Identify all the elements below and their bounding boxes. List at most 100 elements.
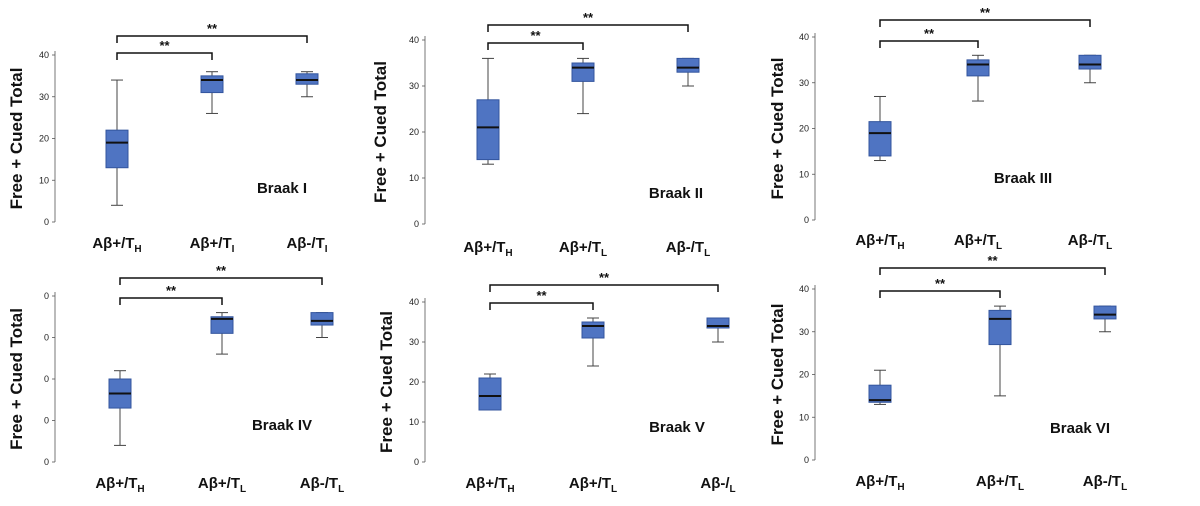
x-category-subscript: L — [1121, 482, 1127, 493]
x-category-subscript: H — [137, 484, 144, 495]
x-category-subscript: I — [325, 244, 328, 255]
x-category-label: Aβ-/TL — [1083, 473, 1127, 493]
y-axis-label: Free + Cued Total — [7, 308, 26, 450]
y-tick-label: 40 — [39, 50, 49, 60]
box-iqr — [200, 75, 224, 94]
box-2 — [581, 317, 605, 367]
box-3 — [310, 312, 334, 338]
y-tick-label: 0 — [44, 217, 49, 227]
box-iqr — [1093, 305, 1117, 320]
box-iqr — [868, 121, 892, 157]
significance-bracket: ** — [879, 5, 1091, 27]
bracket-line — [879, 267, 1106, 275]
x-category-label: Aβ+/TL — [198, 475, 246, 495]
x-category-label: Aβ+/TH — [463, 239, 512, 259]
y-tick-label: 10 — [799, 412, 809, 422]
significance-stars: ** — [987, 253, 998, 268]
bracket-line — [879, 40, 979, 48]
x-category-label: Aβ-/L — [700, 475, 735, 495]
y-tick-label: 30 — [409, 337, 419, 347]
box-2 — [571, 57, 595, 115]
box-iqr — [295, 73, 319, 85]
x-category-base: Aβ-/ — [700, 475, 730, 492]
box-3 — [1078, 54, 1102, 84]
bracket-line — [879, 290, 1001, 298]
significance-stars: ** — [935, 276, 946, 291]
y-tick-label: 0 — [414, 219, 419, 229]
y-tick-label: 10 — [409, 173, 419, 183]
bracket-line — [489, 284, 719, 292]
y-tick-label: 20 — [39, 134, 49, 144]
box-2 — [210, 312, 234, 355]
x-category-base: Aβ+/T — [465, 475, 507, 492]
box-iqr — [310, 312, 334, 326]
x-category-label: Aβ+/TL — [976, 473, 1024, 493]
bracket-line — [116, 35, 308, 43]
x-category-subscript: H — [897, 241, 904, 252]
y-tick-label: 0 — [44, 333, 49, 343]
y-tick-label: 0 — [44, 457, 49, 467]
x-category-label: Aβ+/TL — [569, 475, 617, 495]
box-iqr — [966, 59, 990, 77]
box-2 — [200, 71, 224, 114]
panel-title: Braak III — [994, 170, 1052, 187]
y-axis-label: Free + Cued Total — [768, 304, 787, 446]
x-category-base: Aβ+/T — [198, 475, 240, 492]
x-category-subscript: L — [1106, 241, 1112, 252]
box-iqr — [210, 316, 234, 334]
significance-bracket: ** — [119, 283, 223, 305]
box-1 — [478, 373, 502, 411]
significance-bracket: ** — [116, 21, 308, 43]
significance-stars: ** — [166, 283, 177, 298]
significance-stars: ** — [159, 38, 170, 53]
x-category-label: Aβ+/TI — [190, 235, 235, 255]
x-category-subscript: H — [134, 244, 141, 255]
box-2 — [988, 305, 1012, 397]
y-tick-label: 0 — [804, 215, 809, 225]
box-1 — [108, 370, 132, 446]
box-iqr — [1078, 54, 1102, 70]
significance-stars: ** — [216, 263, 227, 278]
x-category-base: Aβ-/T — [1083, 473, 1121, 490]
box-iqr — [478, 377, 502, 411]
y-axis-label: Free + Cued Total — [7, 68, 26, 210]
significance-bracket: ** — [879, 26, 979, 48]
x-category-subscript: H — [507, 484, 514, 495]
y-tick-label: 0 — [44, 291, 49, 301]
y-axis-label: Free + Cued Total — [768, 58, 787, 200]
y-tick-label: 20 — [409, 377, 419, 387]
box-iqr — [571, 62, 595, 82]
y-tick-label: 30 — [799, 327, 809, 337]
significance-bracket: ** — [879, 276, 1001, 298]
x-category-base: Aβ+/T — [190, 235, 232, 252]
x-category-base: Aβ+/T — [569, 475, 611, 492]
x-category-label: Aβ+/TH — [855, 232, 904, 252]
box-3 — [295, 71, 319, 98]
box-3 — [1093, 305, 1117, 333]
box-1 — [476, 57, 500, 165]
y-axis-label: Free + Cued Total — [371, 61, 390, 203]
bracket-line — [116, 52, 213, 60]
y-tick-label: 10 — [39, 175, 49, 185]
significance-bracket: ** — [879, 253, 1106, 275]
x-category-subscript: L — [1018, 482, 1024, 493]
x-category-label: Aβ+/TH — [95, 475, 144, 495]
x-category-base: Aβ+/T — [954, 232, 996, 249]
y-tick-label: 40 — [799, 32, 809, 42]
box-iqr — [706, 317, 730, 329]
x-category-subscript: H — [897, 482, 904, 493]
x-category-subscript: L — [240, 484, 246, 495]
significance-bracket: ** — [119, 263, 323, 285]
significance-stars: ** — [924, 26, 935, 41]
x-category-base: Aβ-/T — [666, 239, 704, 256]
panel-title: Braak V — [649, 419, 705, 436]
panel-title: Braak IV — [252, 417, 312, 434]
bracket-line — [119, 277, 323, 285]
x-category-subscript: L — [611, 484, 617, 495]
x-category-subscript: L — [601, 248, 607, 259]
